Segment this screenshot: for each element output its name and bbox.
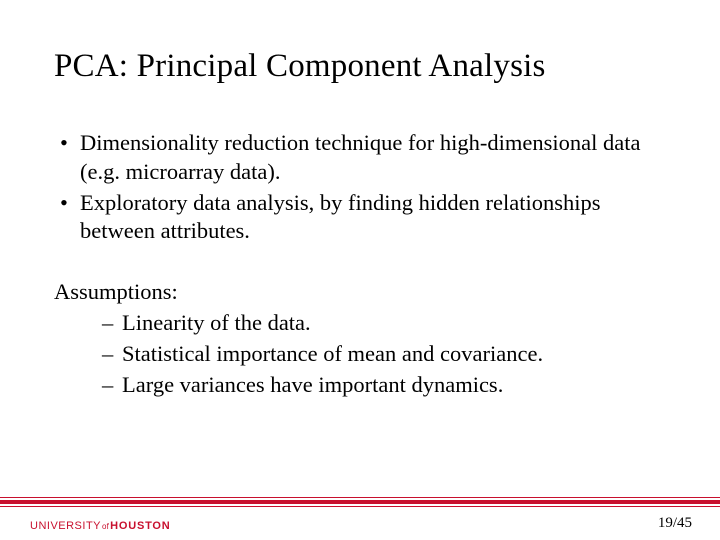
slide-title: PCA: Principal Component Analysis <box>54 48 666 85</box>
assumption-item: Statistical importance of mean and covar… <box>102 340 666 369</box>
logo-text-houston: HOUSTON <box>110 520 170 532</box>
slide-footer: UNIVERSITYofHOUSTON 19/45 <box>0 492 720 540</box>
slide-body: Dimensionality reduction technique for h… <box>54 129 666 399</box>
logo-text-of: of <box>101 522 110 531</box>
divider-line <box>0 506 720 507</box>
assumptions-list: Linearity of the data. Statistical impor… <box>54 309 666 399</box>
assumptions-label: Assumptions: <box>54 278 666 307</box>
bullet-list: Dimensionality reduction technique for h… <box>54 129 666 246</box>
divider-line <box>0 500 720 504</box>
logo-text-university: UNIVERSITY <box>30 520 101 532</box>
assumption-item: Linearity of the data. <box>102 309 666 338</box>
university-logo: UNIVERSITYofHOUSTON <box>30 520 171 532</box>
slide: PCA: Principal Component Analysis Dimens… <box>0 0 720 540</box>
assumption-item: Large variances have important dynamics. <box>102 371 666 400</box>
bullet-item: Exploratory data analysis, by finding hi… <box>54 189 666 247</box>
divider-line <box>0 497 720 498</box>
bullet-item: Dimensionality reduction technique for h… <box>54 129 666 187</box>
page-number: 19/45 <box>658 515 692 532</box>
